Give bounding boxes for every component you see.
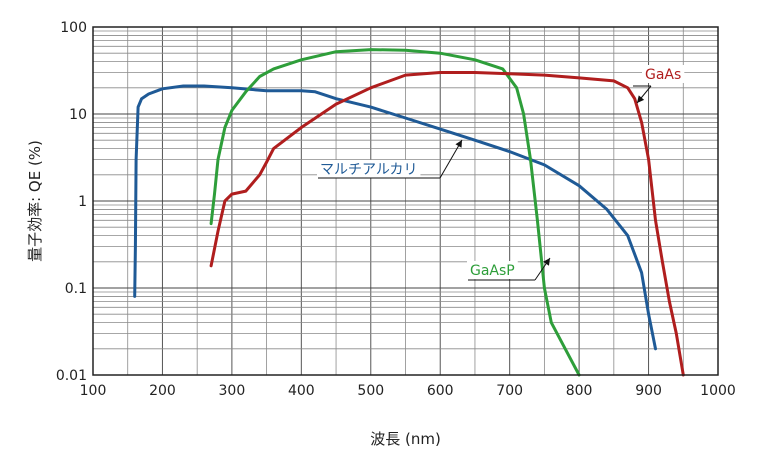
annotation-label-bg <box>467 261 518 279</box>
x-tick-label: 500 <box>357 383 384 399</box>
annotation-leader <box>439 139 463 179</box>
tick-layer: 100 200 300 400 500 600 700 800 900 1000 0.01 0.1 1 1… <box>56 20 736 399</box>
series-line <box>209 71 685 377</box>
y-tick-label: 10 <box>69 107 87 123</box>
annotation-arrowhead <box>543 258 550 266</box>
x-tick-label: 400 <box>288 383 315 399</box>
annotation-label: GaAs <box>645 67 681 83</box>
annotation-arrowhead <box>455 140 462 148</box>
x-tick-label: 300 <box>219 383 246 399</box>
x-axis-title: 波長 (nm) <box>370 430 441 448</box>
plot-frame <box>92 26 719 376</box>
series-line <box>209 48 581 377</box>
x-tick-label: 100 <box>80 383 107 399</box>
annotation-layer: GaAs マルチアルカリ GaAsP <box>317 65 685 281</box>
x-tick-label: 200 <box>149 383 176 399</box>
y-tick-label: 100 <box>60 20 87 36</box>
y-tick-label: 0.1 <box>65 281 87 297</box>
x-tick-label: 700 <box>496 383 523 399</box>
annotation-label: マルチアルカリ <box>320 162 417 178</box>
x-tick-label: 800 <box>566 383 593 399</box>
annotation-label: GaAsP <box>470 263 515 279</box>
annotation-arrowhead <box>637 95 645 103</box>
x-tick-label: 1000 <box>700 383 736 399</box>
y-tick-label: 1 <box>78 194 87 210</box>
annotation-label-bg <box>317 160 421 178</box>
series-layer <box>133 48 685 377</box>
y-axis-title: 量子効率: QE (%) <box>26 140 44 262</box>
y-tick-label: 0.01 <box>56 368 87 384</box>
series-line <box>133 84 657 351</box>
x-tick-label: 900 <box>635 383 662 399</box>
x-tick-label: 600 <box>427 383 454 399</box>
annotation-label-bg <box>642 65 685 83</box>
